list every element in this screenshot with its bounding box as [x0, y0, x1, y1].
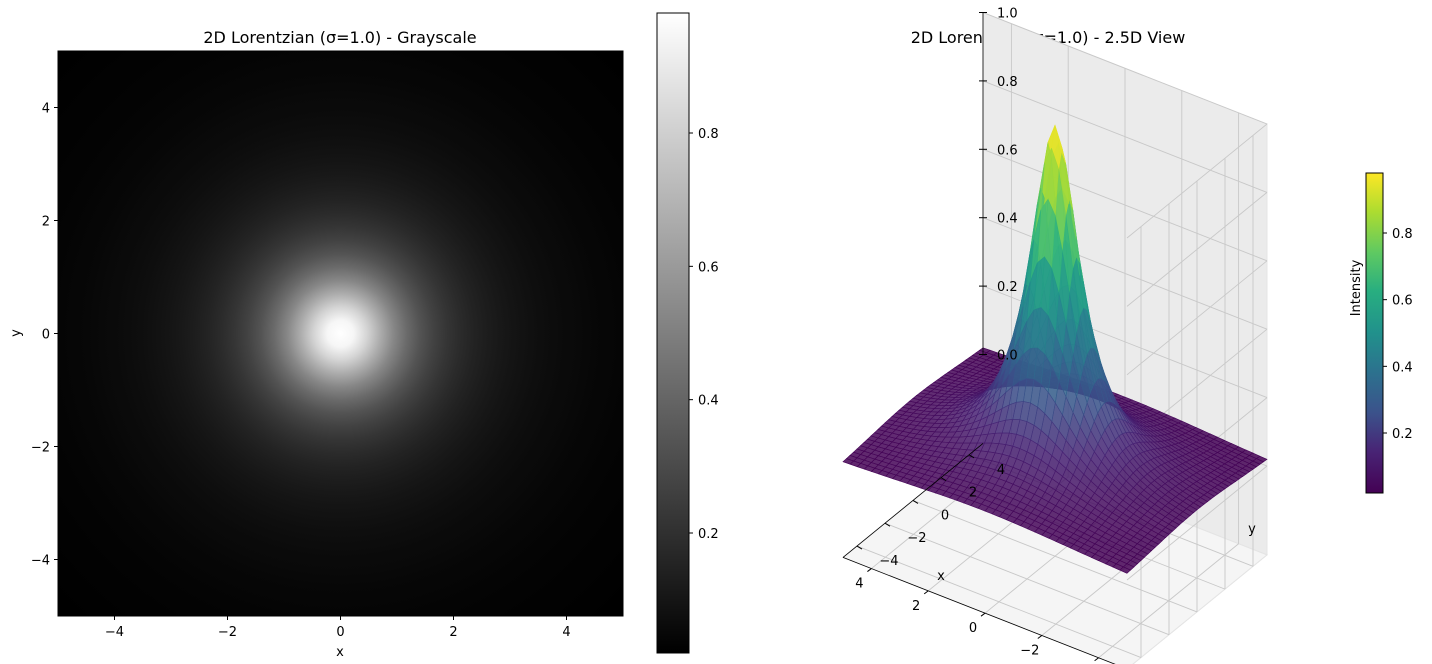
- surface-x-tick-label: 2: [912, 599, 920, 614]
- surface-gridline: [1126, 192, 1268, 307]
- surface-z-axis: 0.0 0.2 0.4 0.6 0.8 1.0: [979, 7, 1018, 364]
- gray-colorbar-tick-label: 0.6: [698, 260, 719, 275]
- heatmap-title: 2D Lorentzian (σ=1.0) - Grayscale: [203, 28, 476, 47]
- surface-x-tick-label: 0: [969, 621, 977, 636]
- surface-x-tick-mark: [980, 612, 986, 617]
- heatmap-y-tick-label: −4: [31, 554, 50, 569]
- surface-y-tick-label: −2: [907, 531, 926, 546]
- surface-gridline: [884, 522, 1170, 636]
- surface-x-tick-label: 4: [855, 577, 863, 592]
- viridis-colorbar: 0.2 0.4 0.6 0.8 Intensity: [1349, 172, 1413, 494]
- surface-y-tick-label: 2: [969, 486, 977, 501]
- surface-y-tick-label: 0: [941, 508, 949, 523]
- gray-colorbar-tick-label: 0.8: [698, 127, 719, 142]
- surface-y-label: y: [1248, 522, 1256, 537]
- viridis-colorbar-frame: [1365, 172, 1384, 494]
- surface-z-tick-label: 1.0: [997, 7, 1018, 22]
- surface-z-tick-label: 0.6: [997, 143, 1018, 158]
- surface-gridline: [982, 148, 1268, 262]
- viridis-colorbar-fill: [1366, 173, 1383, 493]
- surface-gridline: [982, 12, 1268, 125]
- viridis-colorbar-tick-label: 0.2: [1392, 427, 1413, 442]
- surface-panel: 2D Lorentzian (σ=1.0) - 2.5D View −4−202…: [842, 7, 1268, 664]
- surface-z-tick-label: 0.0: [997, 349, 1018, 364]
- heatmap-y-tick-label: −2: [31, 441, 50, 456]
- surface-x-label: x: [937, 569, 945, 584]
- surface-x-tick-label: −2: [1020, 643, 1039, 658]
- heatmap-y-ticks: −4 −2 0 2 4: [31, 102, 58, 569]
- surface-x-tick-mark: [867, 568, 872, 572]
- gray-colorbar: 0.2 0.4 0.6 0.8: [656, 12, 719, 654]
- surface-y-tick-mark: [884, 522, 891, 527]
- surface-x-tick-mark: [1037, 635, 1043, 639]
- heatmap-x-tick-label: 2: [449, 625, 457, 640]
- surface-gridline: [1126, 123, 1268, 239]
- viridis-colorbar-tick-label: 0.4: [1392, 360, 1413, 375]
- surface-y-tick-mark: [856, 545, 863, 550]
- viridis-colorbar-tick-label: 0.6: [1392, 294, 1413, 309]
- heatmap-x-ticks: −4 −2 0 2 4: [105, 616, 571, 640]
- surface-y-tick-mark: [912, 499, 919, 504]
- surface-x-axis: −4 −2 0 2 4: [842, 557, 1116, 664]
- heatmap-x-tick-label: 0: [336, 625, 344, 640]
- surface-z-tick-label: 0.4: [997, 212, 1018, 227]
- surface-patch: [842, 458, 855, 465]
- surface-y-axis: −4 −2 0 2 4: [842, 443, 1005, 569]
- heatmap-y-tick-label: 0: [42, 328, 50, 343]
- surface-y-tick-mark: [968, 454, 975, 459]
- surface-y-axis-line: [842, 443, 984, 558]
- surface-gridline: [982, 80, 1268, 193]
- heatmap-x-tick-label: 4: [562, 625, 570, 640]
- surface-y-tick-label: −4: [879, 554, 898, 569]
- surface-mesh: [842, 124, 1268, 574]
- surface-gridline: [1126, 260, 1268, 376]
- surface-x-tick-mark: [1094, 657, 1099, 662]
- surface-x-tick-mark: [923, 590, 929, 595]
- surface-z-tick-label: 0.8: [997, 75, 1018, 90]
- surface-gridline: [856, 545, 1142, 658]
- surface-z-tick-label: 0.2: [997, 280, 1018, 295]
- heatmap-x-tick-label: −2: [218, 625, 237, 640]
- surface-gridline: [912, 500, 1198, 613]
- heatmap-x-tick-label: −4: [105, 625, 124, 640]
- heatmap-panel: 2D Lorentzian (σ=1.0) - Grayscale −4 −2 0 2…: [9, 28, 624, 660]
- gray-colorbar-tick-label: 0.2: [698, 527, 719, 542]
- viridis-colorbar-ticks: 0.2 0.4 0.6 0.8: [1383, 227, 1413, 442]
- heatmap-y-label: y: [9, 329, 24, 337]
- gray-colorbar-fill: [657, 13, 689, 653]
- heatmap-y-tick-label: 2: [42, 215, 50, 230]
- surface-y-tick-mark: [940, 477, 947, 482]
- gray-colorbar-tick-label: 0.4: [698, 394, 719, 409]
- heatmap-x-label: x: [336, 645, 344, 660]
- heatmap-image: [58, 51, 623, 616]
- gray-colorbar-frame: [656, 12, 690, 654]
- surface-gridline: [1126, 465, 1268, 581]
- surface-gridline: [982, 217, 1268, 330]
- gray-colorbar-ticks: 0.2 0.4 0.6 0.8: [689, 127, 719, 542]
- viridis-colorbar-label: Intensity: [1349, 259, 1364, 316]
- heatmap-y-tick-label: 4: [42, 102, 50, 117]
- surface-y-tick-label: 4: [997, 463, 1005, 478]
- viridis-colorbar-tick-label: 0.8: [1392, 227, 1413, 242]
